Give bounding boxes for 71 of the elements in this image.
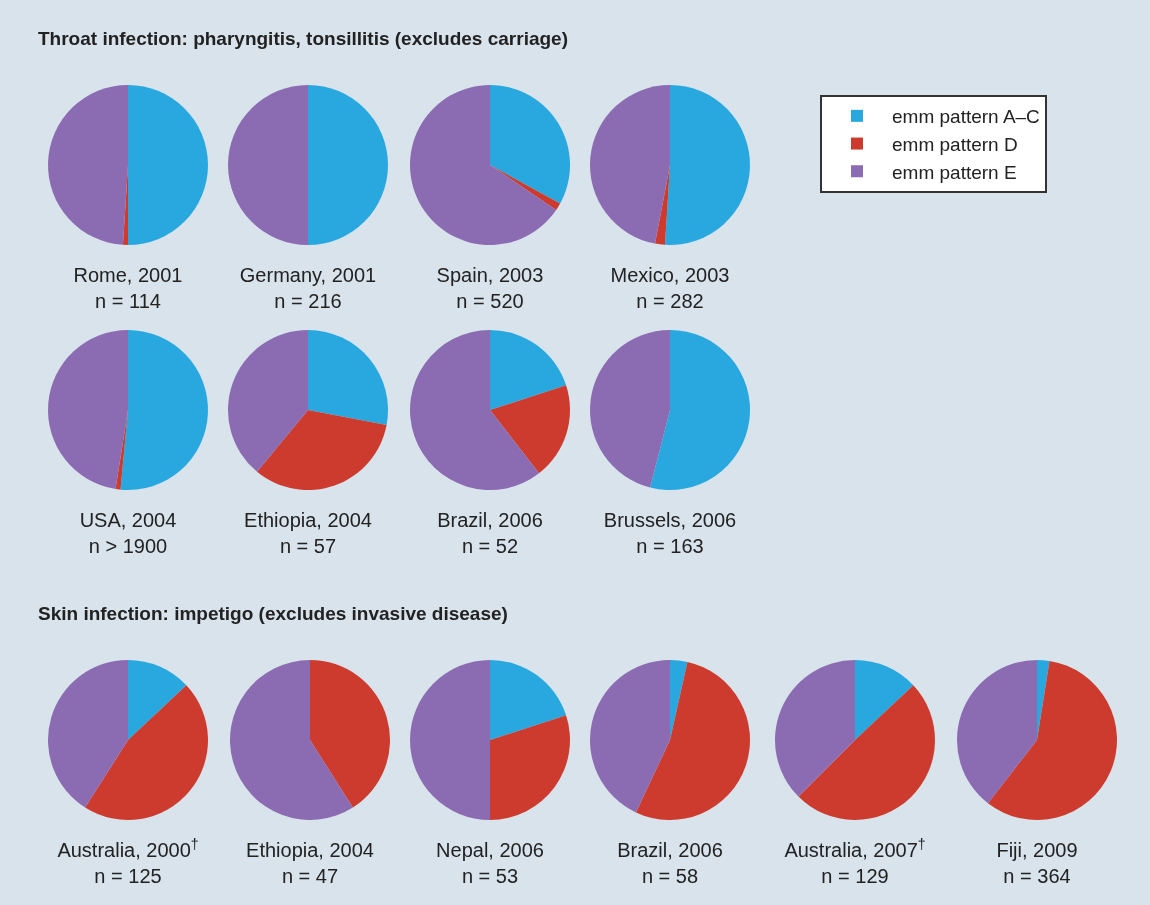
text: n = 129 bbox=[821, 865, 889, 887]
pie-slice bbox=[664, 85, 750, 245]
pie-slice bbox=[670, 660, 688, 740]
text: n = 114 bbox=[95, 290, 161, 312]
pie-slice bbox=[48, 85, 128, 245]
text: n = 282 bbox=[636, 290, 704, 312]
text: Ethiopia, 2004 bbox=[244, 509, 372, 531]
pie-slice bbox=[490, 715, 570, 820]
text: n = 520 bbox=[456, 290, 524, 312]
pie-slice bbox=[410, 330, 540, 490]
text: n = 57 bbox=[279, 535, 337, 557]
text: n = 47 bbox=[281, 865, 339, 887]
pie-slice bbox=[230, 660, 353, 820]
pie-slice bbox=[635, 661, 750, 820]
pie-slice bbox=[310, 660, 390, 808]
text: Ethiopia, 2004 bbox=[246, 839, 374, 861]
pie-slice bbox=[85, 685, 208, 820]
pie-slice bbox=[490, 330, 567, 410]
text: n = 163 bbox=[636, 535, 704, 557]
pie-slice bbox=[855, 660, 914, 740]
text: n = 52 bbox=[461, 535, 519, 557]
pie-slice bbox=[228, 85, 308, 245]
text: Nepal, 2006 bbox=[436, 839, 544, 861]
pie-slice bbox=[490, 385, 570, 474]
legend-label: emm pattern A–C bbox=[892, 106, 1040, 128]
pie-slice bbox=[987, 660, 1117, 820]
text: Mexico, 2003 bbox=[610, 264, 730, 286]
pie-slice bbox=[410, 85, 557, 245]
pie-slice bbox=[490, 660, 567, 740]
text: Australia, 2007$^{†}$ bbox=[784, 835, 926, 861]
pie-slice bbox=[308, 330, 388, 425]
pie-slice bbox=[48, 330, 128, 490]
text: Brazil, 2006 bbox=[617, 839, 723, 861]
text: Spain, 2003 bbox=[436, 264, 544, 286]
pie-slice bbox=[775, 660, 855, 797]
text: n = 216 bbox=[274, 290, 342, 312]
text: Brazil, 2006 bbox=[437, 509, 543, 531]
text: Fiji, 2009 bbox=[996, 839, 1078, 861]
text: n = 125 bbox=[94, 865, 162, 887]
pie-slice bbox=[120, 330, 208, 490]
pie-slice bbox=[1037, 660, 1050, 740]
text: n = 364 bbox=[1003, 865, 1071, 887]
text: n > 1900 bbox=[88, 535, 168, 557]
pie-slice bbox=[590, 85, 670, 244]
text: Brussels, 2006 bbox=[603, 509, 737, 531]
pie-slice bbox=[590, 660, 670, 813]
text: Throat infection: pharyngitis, tonsillitis (excludes carriage) bbox=[38, 28, 568, 50]
pie-slice bbox=[798, 685, 935, 820]
pie-slice bbox=[590, 330, 670, 488]
text: n = 58 bbox=[641, 865, 699, 887]
pie-slice bbox=[115, 410, 128, 490]
pie-slice bbox=[128, 660, 187, 740]
legend-label: emm pattern D bbox=[892, 133, 1018, 155]
text: Rome, 2001 bbox=[73, 264, 183, 286]
pie-slice bbox=[128, 85, 208, 245]
pie-slice bbox=[655, 165, 670, 245]
pie-slice bbox=[650, 330, 750, 490]
pie-slice bbox=[490, 85, 570, 204]
text: Skin infection: impetigo (excludes invasive disease) bbox=[38, 603, 508, 625]
pie-slice bbox=[308, 85, 388, 245]
pie-slice bbox=[228, 330, 308, 472]
pie-slice bbox=[410, 660, 490, 820]
pie-slice bbox=[257, 410, 387, 490]
pie-slice bbox=[48, 660, 128, 808]
legend-label: emm pattern E bbox=[892, 161, 1017, 183]
text: Australia, 2000$^{†}$ bbox=[57, 835, 199, 861]
pie-slice bbox=[490, 165, 561, 210]
text: Germany, 2001 bbox=[239, 264, 377, 286]
pie-slice bbox=[957, 660, 1037, 804]
text: USA, 2004 bbox=[79, 509, 177, 531]
text: n = 53 bbox=[461, 865, 519, 887]
